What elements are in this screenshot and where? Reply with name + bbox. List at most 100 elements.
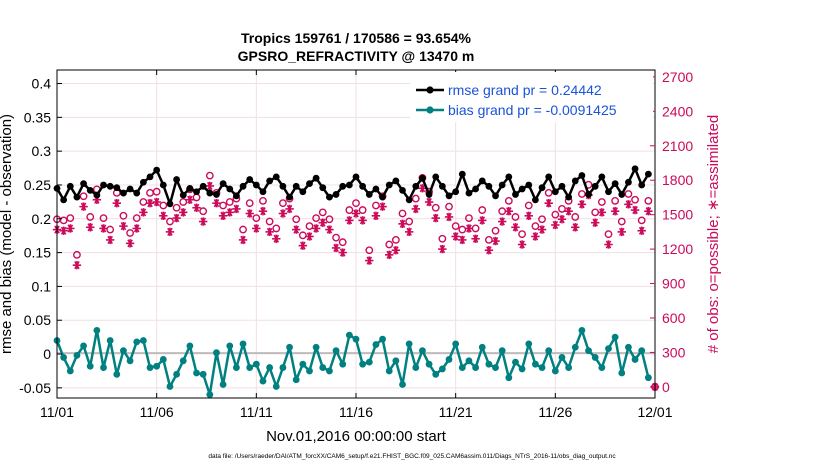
obs-assimilated-marker (424, 197, 434, 207)
obs-assimilated-marker (252, 224, 261, 233)
bias-point (432, 370, 440, 378)
bias-point (445, 356, 453, 363)
rmse-point (412, 182, 420, 190)
obs-possible-marker (192, 193, 201, 202)
obs-possible-marker (544, 188, 553, 197)
obs-assimilated-marker (451, 232, 460, 241)
bias-point (266, 364, 274, 371)
bias-point (345, 331, 353, 339)
y-tick-label: 0.05 (24, 312, 51, 328)
rmse-point (146, 173, 154, 181)
obs-assimilated-marker (385, 250, 394, 260)
bias-point (179, 357, 187, 365)
obs-assimilated-marker (491, 236, 500, 246)
rmse-point (498, 181, 506, 189)
obs-possible-marker (398, 209, 407, 218)
obs-assimilated-marker (571, 223, 580, 232)
obs-possible-marker (179, 198, 188, 206)
rmse-point (551, 188, 559, 196)
bias-point (631, 356, 639, 363)
rmse-point (591, 182, 599, 190)
bias-point (206, 391, 214, 399)
bias-point (252, 360, 260, 368)
obs-possible-marker (86, 213, 95, 221)
obs-possible-marker (491, 226, 500, 235)
rmse-point (299, 188, 307, 196)
obs-assimilated-marker (59, 226, 68, 235)
y-tick-label: 0.1 (32, 278, 52, 294)
obs-assimilated-marker (338, 248, 347, 257)
y-tick-label: -0.05 (19, 380, 51, 396)
obs-possible-marker (358, 206, 367, 214)
y-axis-left: -0.05 0 0.05 0.1 0.15 0.2 0.25 0.3 0.35 0.4 (19, 76, 62, 396)
obs-assimilated-marker (471, 234, 480, 243)
obs-possible-marker (325, 215, 334, 224)
x-tick-label: 11/21 (439, 404, 473, 420)
rmse-point (605, 188, 612, 196)
obs-assimilated-marker (119, 221, 128, 231)
rmse-point (292, 182, 300, 190)
bias-point (66, 367, 74, 375)
bias-point (80, 342, 87, 350)
bias-point (306, 367, 313, 375)
obs-assimilated-marker (325, 225, 334, 234)
obs-assimilated-marker (544, 198, 553, 208)
bias-point (352, 335, 360, 343)
obs-assimilated-marker (630, 205, 640, 215)
rmse-point (352, 173, 360, 181)
bias-point (525, 340, 533, 348)
bias-point (120, 347, 127, 355)
bias-point (505, 374, 513, 382)
rmse-point (120, 189, 127, 197)
obs-assimilated-marker (212, 198, 221, 208)
obs-assimilated-marker (398, 219, 407, 229)
rmse-point (345, 181, 353, 189)
footer-file-path: data file: /Users/raeder/DAI/ATM_forcXX/… (208, 453, 616, 460)
bias-point (219, 381, 227, 388)
bias-point (605, 345, 612, 353)
obs-possible-marker (152, 187, 161, 196)
rmse-point (326, 193, 333, 201)
x-tick-label: 11/26 (538, 404, 572, 420)
bias-point (199, 370, 207, 378)
bias-point (498, 347, 506, 355)
obs-possible-marker (272, 224, 281, 233)
obs-assimilated-marker (198, 217, 208, 226)
obs-assimilated-marker (431, 213, 440, 223)
rmse-point (532, 196, 539, 204)
obs-possible-marker (385, 240, 394, 249)
x-tick-label: 11/06 (140, 404, 174, 420)
rmse-point (578, 172, 586, 179)
y-tick-label: 0.2 (32, 211, 52, 227)
bias-point (166, 383, 174, 390)
rmse-point (525, 181, 533, 189)
obs-possible-marker (119, 211, 128, 220)
obs-assimilated-marker (139, 208, 148, 217)
bias-point (458, 364, 466, 371)
obs-possible-marker (637, 216, 646, 225)
rmse-point (438, 182, 446, 190)
obs-assimilated-marker (497, 217, 507, 226)
bias-point (279, 364, 287, 371)
rmse-point (259, 188, 267, 196)
obs-possible-marker (504, 196, 513, 205)
obs-assimilated-marker (438, 244, 447, 254)
rmse-point (100, 181, 107, 189)
obs-possible-marker (338, 238, 347, 247)
obs-possible-marker (391, 236, 400, 244)
rmse-point (452, 188, 460, 196)
rmse-point (206, 189, 214, 197)
obs-assimilated-marker (371, 211, 381, 221)
bias-point (452, 340, 460, 348)
x-tick-label: 11/01 (40, 404, 74, 420)
rmse-point (266, 177, 274, 185)
obs-assimilated-marker (112, 198, 121, 208)
obs-assimilated-marker (278, 209, 288, 218)
obs-assimilated-marker (105, 235, 115, 245)
bias-point (585, 347, 592, 355)
bias-point (472, 364, 479, 371)
rmse-point (332, 191, 340, 198)
obs-possible-marker (219, 201, 228, 210)
obs-assimilated-marker (318, 218, 327, 227)
